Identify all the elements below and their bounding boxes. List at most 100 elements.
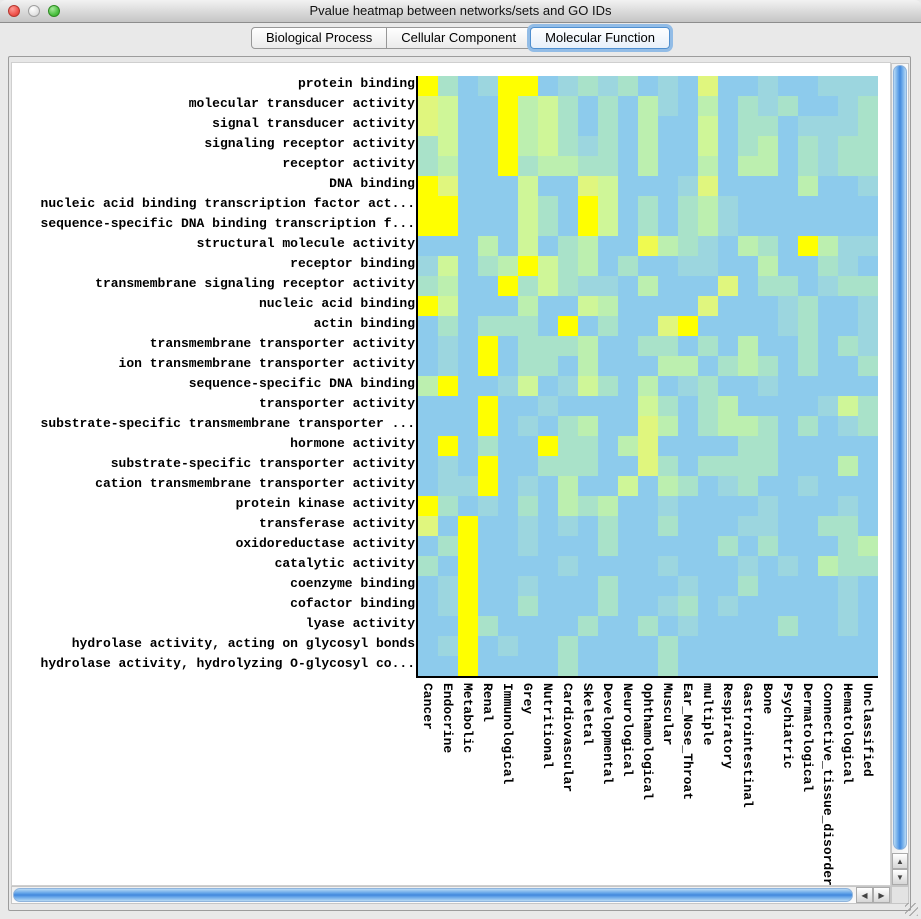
heatmap-cell (418, 256, 438, 276)
heatmap-cell (858, 196, 878, 216)
heatmap-cell (598, 436, 618, 456)
heatmap-cell (718, 556, 738, 576)
heatmap-cell (518, 616, 538, 636)
heatmap-cell (738, 636, 758, 656)
heatmap-cell (598, 656, 618, 676)
heatmap-cell (598, 236, 618, 256)
heatmap-cell (838, 96, 858, 116)
heatmap-cell (598, 76, 618, 96)
heatmap-cell (618, 536, 638, 556)
heatmap-cell (758, 616, 778, 636)
scroll-down-button[interactable]: ▼ (892, 869, 908, 885)
heatmap-cell (858, 176, 878, 196)
heatmap-cell (778, 76, 798, 96)
heatmap-cell (778, 456, 798, 476)
heatmap-cell (518, 516, 538, 536)
heatmap-cell (678, 216, 698, 236)
heatmap-cell (458, 496, 478, 516)
heatmap-cell (598, 96, 618, 116)
column-label: Gastrointestinal (740, 683, 755, 808)
horizontal-scrollbar[interactable]: ◀ ▶ (11, 886, 891, 904)
column-label: Immunological (500, 683, 515, 785)
heatmap-cell (698, 196, 718, 216)
heatmap-cell (638, 516, 658, 536)
heatmap-cell (698, 96, 718, 116)
heatmap-cell (538, 496, 558, 516)
row-label: receptor activity (282, 156, 415, 171)
heatmap-cell (478, 96, 498, 116)
heatmap-cell (858, 256, 878, 276)
heatmap-cell (478, 376, 498, 396)
heatmap-cell (478, 596, 498, 616)
heatmap-cell (698, 356, 718, 376)
heatmap-cell (698, 576, 718, 596)
heatmap-cell (598, 396, 618, 416)
heatmap-cell (638, 596, 658, 616)
heatmap-cell (758, 216, 778, 236)
heatmap-cell (738, 236, 758, 256)
heatmap-cell (598, 216, 618, 236)
heatmap-cell (718, 636, 738, 656)
column-label: Psychiatric (780, 683, 795, 769)
column-label: Renal (480, 683, 495, 723)
heatmap-cell (638, 136, 658, 156)
heatmap-cell (798, 196, 818, 216)
heatmap-cell (618, 556, 638, 576)
heatmap-cell (658, 356, 678, 376)
heatmap-cell (438, 416, 458, 436)
heatmap-cell (478, 636, 498, 656)
heatmap-cell (758, 236, 778, 256)
heatmap-cell (698, 216, 718, 236)
vertical-scrollbar[interactable]: ▲ ▼ (891, 63, 909, 886)
horizontal-scrollbar-thumb[interactable] (13, 888, 853, 902)
heatmap-cell (838, 236, 858, 256)
zoom-button[interactable] (48, 5, 60, 17)
heatmap-cell (518, 536, 538, 556)
heatmap-cell (778, 656, 798, 676)
heatmap-cell (578, 256, 598, 276)
x-axis-line (416, 676, 878, 678)
heatmap-cell (738, 516, 758, 536)
scroll-left-button[interactable]: ◀ (856, 887, 873, 903)
heatmap-cell (518, 196, 538, 216)
row-label: transmembrane signaling receptor activit… (95, 276, 415, 291)
heatmap-cell (698, 256, 718, 276)
heatmap-cell (678, 376, 698, 396)
heatmap-cell (858, 96, 878, 116)
heatmap-cell (598, 296, 618, 316)
heatmap-cell (838, 496, 858, 516)
row-label: hormone activity (290, 436, 415, 451)
heatmap-cell (458, 416, 478, 436)
resize-grip[interactable] (905, 903, 918, 916)
heatmap-cell (438, 536, 458, 556)
scroll-right-button[interactable]: ▶ (873, 887, 890, 903)
close-button[interactable] (8, 5, 20, 17)
tab-biological-process[interactable]: Biological Process (251, 27, 388, 49)
heatmap-cell (758, 416, 778, 436)
heatmap-cell (738, 416, 758, 436)
heatmap-cell (838, 436, 858, 456)
vertical-scrollbar-thumb[interactable] (893, 65, 907, 850)
tab-molecular-function[interactable]: Molecular Function (530, 27, 670, 49)
heatmap-cell (718, 216, 738, 236)
heatmap-cell (498, 136, 518, 156)
tab-cellular-component[interactable]: Cellular Component (386, 27, 532, 49)
heatmap-cell (598, 556, 618, 576)
heatmap-cell (798, 296, 818, 316)
scroll-up-button[interactable]: ▲ (892, 853, 908, 869)
row-label: signal transducer activity (212, 116, 415, 131)
heatmap-cell (838, 376, 858, 396)
heatmap-cell (578, 576, 598, 596)
heatmap-cell (478, 256, 498, 276)
row-label: coenzyme binding (290, 576, 415, 591)
heatmap-cell (498, 596, 518, 616)
heatmap-cell (558, 76, 578, 96)
column-label: Grey (520, 683, 535, 715)
heatmap-cell (618, 96, 638, 116)
heatmap-cell (698, 536, 718, 556)
heatmap-cell (638, 536, 658, 556)
row-label: hydrolase activity, acting on glycosyl b… (71, 636, 415, 651)
row-label: sequence-specific DNA binding transcript… (40, 216, 415, 231)
heatmap-cell (498, 496, 518, 516)
minimize-button[interactable] (28, 5, 40, 17)
